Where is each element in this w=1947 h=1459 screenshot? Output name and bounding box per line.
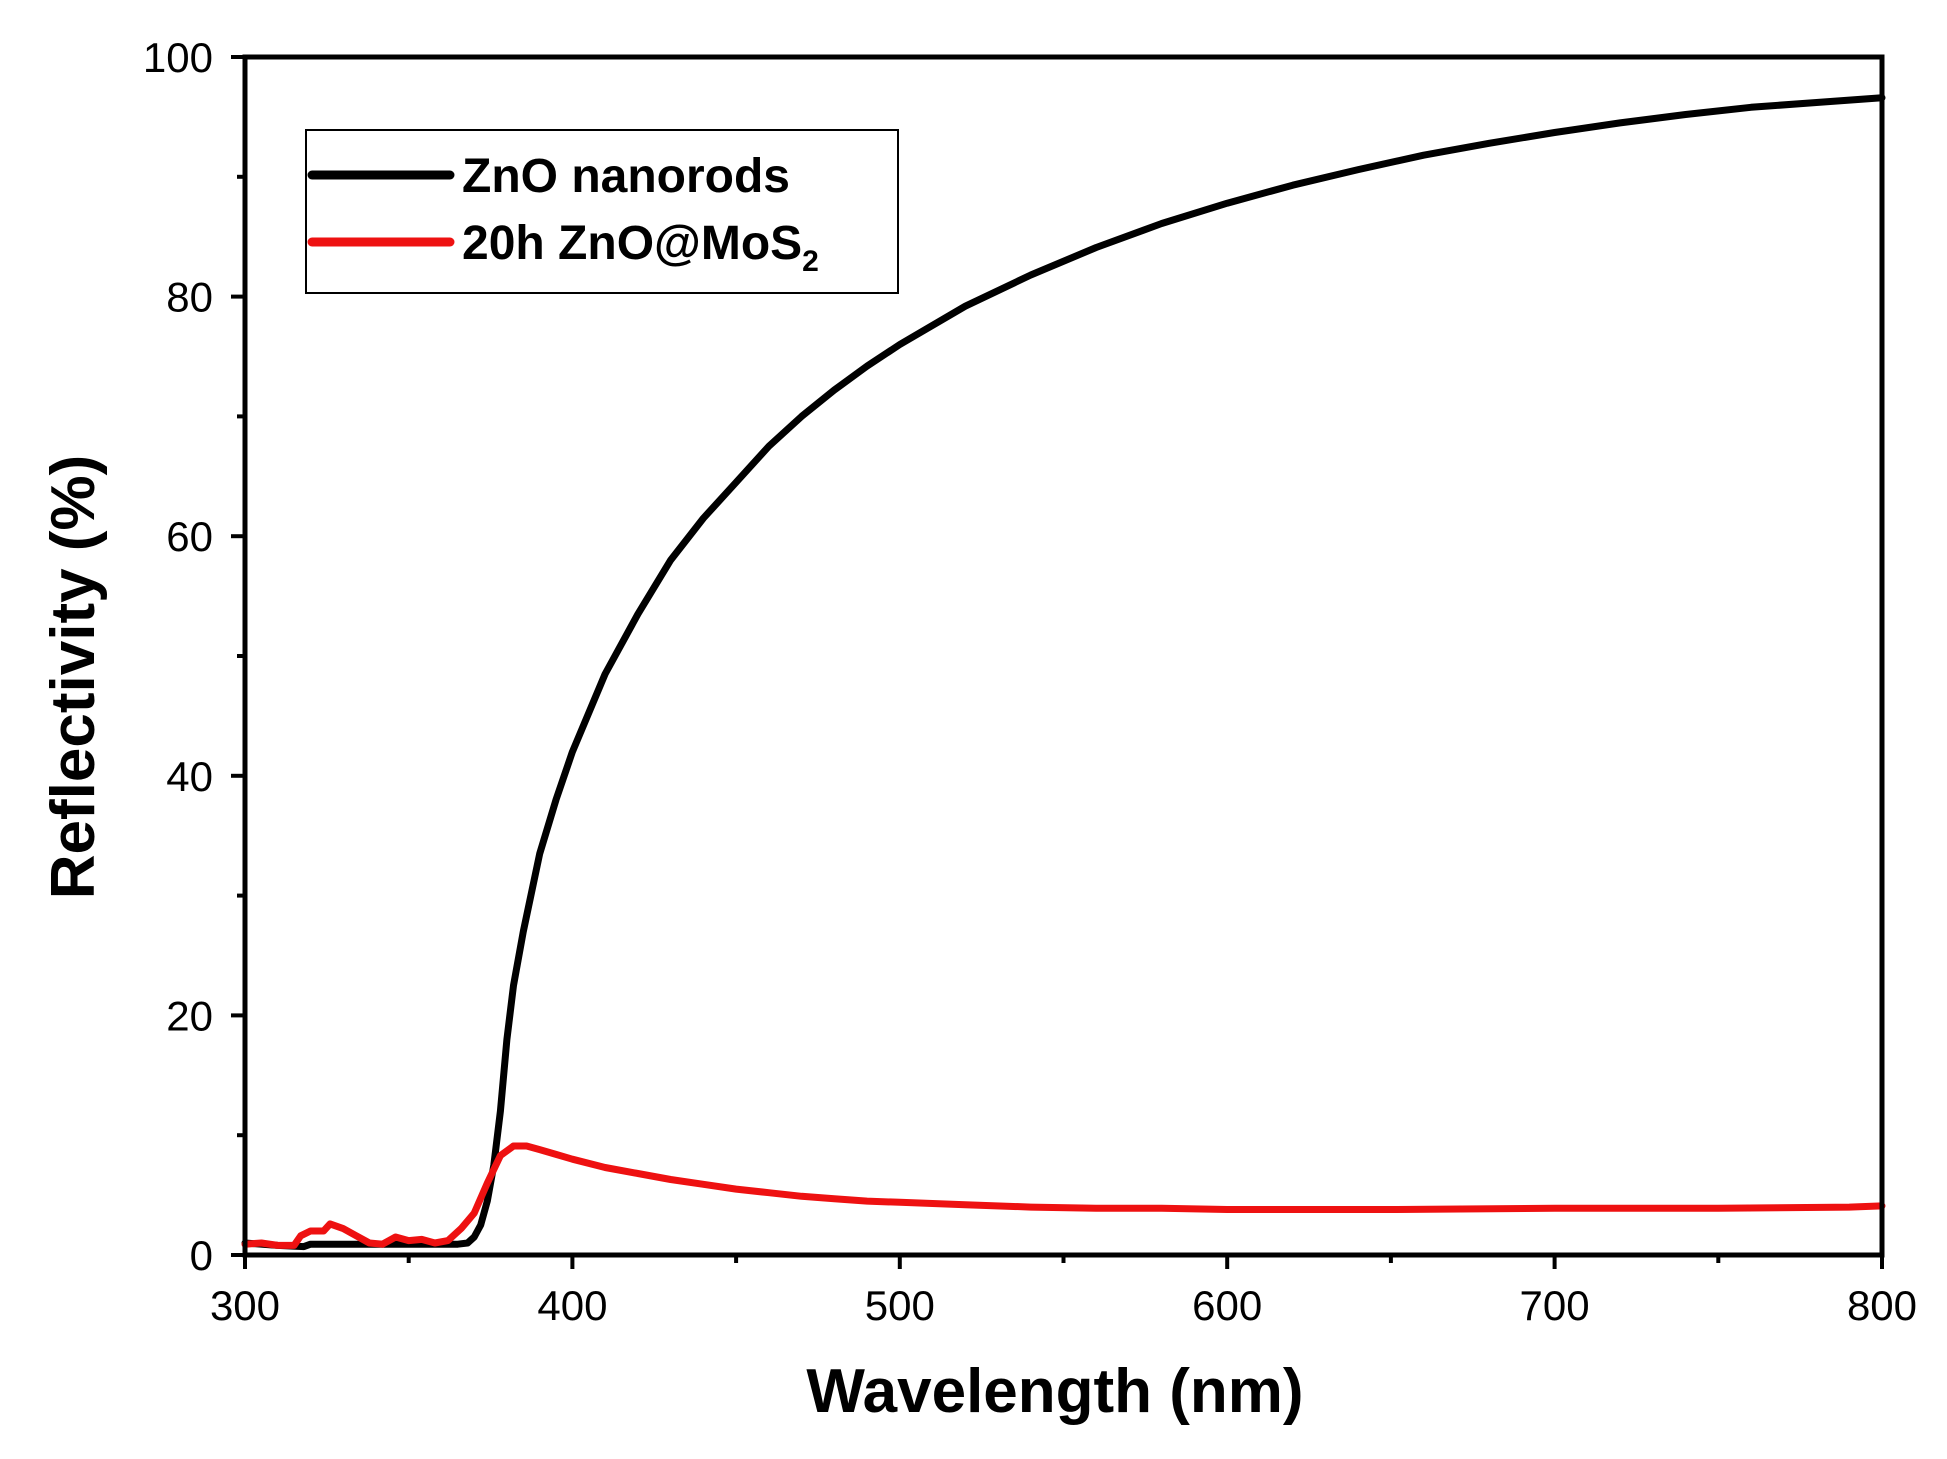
x-axis-title: Wavelength (nm) (806, 1357, 1303, 1426)
legend-label-1: ZnO nanorods (462, 150, 790, 203)
plot-area: 300 400 500 600 700 800 0 20 40 60 80 100 ZnO nanoro… (143, 34, 1917, 1329)
y-tick-label-40: 40 (166, 753, 213, 800)
y-axis-title: Reflectivity (%) (39, 455, 108, 899)
x-tick-label-500: 500 (865, 1282, 935, 1329)
x-tick-label-400: 400 (537, 1282, 607, 1329)
series-line-1 (241, 94, 1886, 1251)
y-tick-label-20: 20 (166, 992, 213, 1039)
x-tick-label-300: 300 (210, 1282, 280, 1329)
legend-box (305, 129, 899, 294)
x-tick-label-700: 700 (1520, 1282, 1590, 1329)
y-tick-label-80: 80 (166, 274, 213, 321)
y-tick-label-60: 60 (166, 513, 213, 560)
y-tick-label-0: 0 (190, 1232, 213, 1279)
legend-label-2: 20h ZnO@MoS2 (462, 217, 819, 278)
y-tick-label-100: 100 (143, 34, 213, 81)
series-line-2 (241, 1142, 1886, 1249)
x-tick-label-800: 800 (1847, 1282, 1917, 1329)
x-tick-label-600: 600 (1192, 1282, 1262, 1329)
